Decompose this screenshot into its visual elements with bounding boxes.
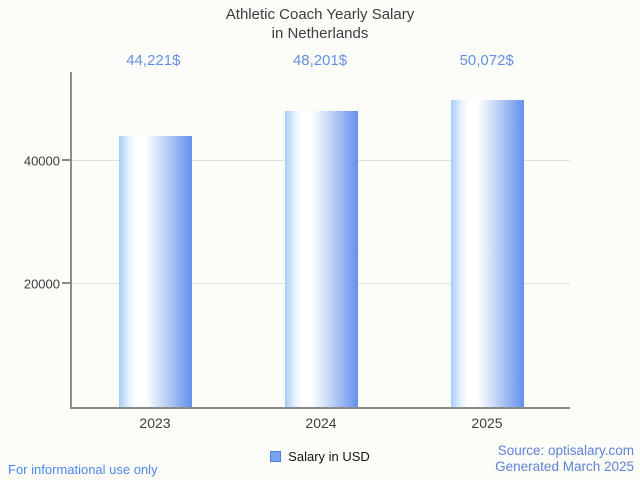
y-axis-tick-40000	[62, 159, 70, 162]
generated-line: Generated March 2025	[495, 458, 634, 474]
chart-title-line2: in Netherlands	[271, 25, 369, 42]
y-axis-label-40000: 40000	[23, 153, 60, 169]
bar-value-label-2024: 48,201$	[292, 52, 348, 69]
x-axis-label-2023: 2023	[139, 415, 171, 431]
disclaimer-text: For informational use only	[8, 462, 158, 477]
plot-area: 20000 40000 2023 2024 2025	[24, 72, 570, 431]
bar-value-label-2025: 50,072$	[459, 52, 514, 69]
source-line: Source: optisalary.com	[497, 443, 634, 458]
bar-slot-2025	[404, 72, 570, 407]
legend-swatch-icon	[270, 451, 282, 462]
bar-2024[interactable]	[284, 111, 358, 407]
value-labels-row: 44,221$ 48,201$ 50,072$	[70, 52, 570, 69]
x-axis-label-2024: 2024	[305, 415, 337, 431]
x-axis-labels-row: 2023 2024 2025	[72, 415, 570, 431]
bar-value-label-2023: 44,221$	[126, 52, 181, 69]
y-axis-label-20000: 20000	[23, 276, 60, 292]
x-axis-label-2025: 2025	[471, 415, 503, 431]
bars-row	[72, 72, 570, 407]
bar-slot-2024	[238, 72, 404, 407]
bar-slot-2023	[72, 72, 238, 407]
chart-title: Athletic Coach Yearly Salary in Netherla…	[0, 5, 640, 43]
chart-title-line1: Athletic Coach Yearly Salary	[225, 6, 415, 23]
bar-2023[interactable]	[118, 135, 192, 407]
legend: Salary in USD	[0, 449, 640, 464]
y-axis-tick-20000	[62, 282, 70, 285]
bar-2025[interactable]	[450, 99, 524, 407]
legend-label: Salary in USD	[288, 449, 370, 464]
source-attribution: Source: optisalary.com Generated March 2…	[495, 443, 634, 474]
